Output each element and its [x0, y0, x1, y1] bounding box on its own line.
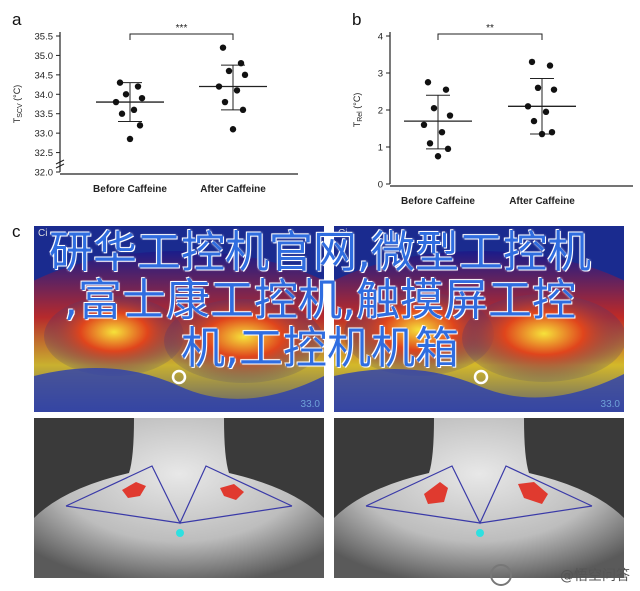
y-tick-label: 34.0: [35, 90, 54, 101]
data-point: [442, 86, 450, 93]
data-point: [538, 130, 546, 138]
thermal-scale-label-before: 33.0: [300, 399, 320, 410]
data-point: [534, 84, 542, 92]
neck-image-after-svg: [334, 418, 624, 578]
data-point: [446, 112, 454, 119]
data-point: [430, 104, 438, 112]
chart-a-svg: 32.0 32.5 33.0 33.5 34.0 34.5 35.0 35.5 TSCV (°C…: [12, 23, 298, 195]
data-point: [550, 86, 558, 93]
chart-b-svg: 0 1 2 3 4 TRel (°C) Before Caffeine After Caffe…: [352, 23, 633, 207]
data-point: [426, 140, 434, 147]
thermal-image-before-svg: [34, 226, 324, 412]
data-point: [524, 103, 532, 110]
data-point: [136, 122, 144, 129]
x-category-label: After Caffeine: [200, 184, 266, 195]
thermal-image-after: 33.0 Ci: [334, 226, 624, 412]
overlay-text-line-2: ,富士康工控机,触摸屏工控: [64, 275, 576, 326]
data-point: [237, 60, 245, 67]
significance-label: **: [486, 23, 494, 34]
data-point: [530, 117, 538, 125]
data-point: [424, 79, 432, 86]
neck-image-after: [334, 418, 624, 578]
data-point: [221, 98, 229, 106]
y-axis-label: TRel (°C): [352, 93, 364, 128]
data-point: [116, 79, 124, 86]
data-point: [126, 135, 134, 143]
thermal-image-before: 33.0 Ci: [34, 226, 324, 412]
y-tick-label: 4: [378, 32, 383, 43]
y-tick-label: 2: [378, 106, 383, 117]
x-category-label: Before Caffeine: [401, 196, 475, 207]
watermark-text: @悟空问答: [560, 568, 630, 584]
thermal-marker-after: Ci: [338, 228, 348, 239]
data-point: [134, 83, 142, 90]
data-point: [215, 83, 223, 90]
data-point: [241, 71, 249, 79]
thermal-marker-before: Ci: [38, 228, 48, 239]
data-point: [138, 94, 146, 102]
neck-image-before-svg: [34, 418, 324, 578]
data-point: [546, 62, 554, 69]
data-point: [118, 110, 126, 117]
significance-bracket: [437, 33, 543, 40]
y-tick-label: 35.5: [35, 32, 54, 43]
data-point: [229, 126, 237, 133]
significance-bracket: [129, 33, 234, 40]
data-point: [122, 91, 130, 98]
data-point: [528, 58, 536, 66]
data-point: [548, 129, 556, 136]
x-category-label: Before Caffeine: [93, 184, 167, 195]
thermal-scale-label-after: 33.0: [600, 399, 620, 410]
panel-letter-a: a: [12, 10, 22, 29]
y-tick-label: 1: [378, 143, 383, 154]
axis-break-mark: [55, 159, 65, 169]
overlay-text-line-3: 机,工控机机箱: [181, 323, 459, 374]
data-point: [219, 44, 227, 51]
data-point: [112, 98, 120, 106]
data-point: [542, 108, 550, 116]
significance-label: ***: [176, 23, 188, 34]
thermal-image-after-svg: [334, 226, 624, 412]
panel-letter-b: b: [352, 10, 362, 29]
y-tick-label: 35.0: [35, 51, 54, 62]
neck-image-before: [34, 418, 324, 578]
y-tick-label: 33.5: [35, 109, 54, 120]
x-category-label: After Caffeine: [509, 196, 575, 207]
data-point: [420, 121, 428, 128]
data-point: [130, 106, 138, 114]
y-tick-label: 3: [378, 69, 383, 80]
data-point: [239, 106, 247, 114]
overlay-text-line-1: 研华工控机官网,微型工控机: [49, 227, 591, 278]
data-point: [225, 67, 233, 75]
y-tick-label: 34.5: [35, 70, 54, 81]
y-tick-label: 33.0: [35, 129, 54, 140]
data-point: [434, 153, 442, 160]
data-point: [444, 145, 452, 153]
chart-a: 32.0 32.5 33.0 33.5 34.0 34.5 35.0 35.5 TSCV (°C…: [8, 12, 308, 212]
y-tick-label: 0: [378, 180, 383, 191]
watermark-logo-icon: [490, 564, 512, 586]
y-axis-label: TSCV (°C): [12, 85, 24, 124]
data-point: [438, 129, 446, 136]
y-tick-label: 32.0: [35, 168, 54, 179]
panel-letter-c: c: [12, 222, 21, 241]
data-point: [233, 87, 241, 94]
y-tick-label: 32.5: [35, 148, 54, 159]
chart-b: 0 1 2 3 4 TRel (°C) Before Caffeine After Caffe…: [348, 12, 638, 212]
